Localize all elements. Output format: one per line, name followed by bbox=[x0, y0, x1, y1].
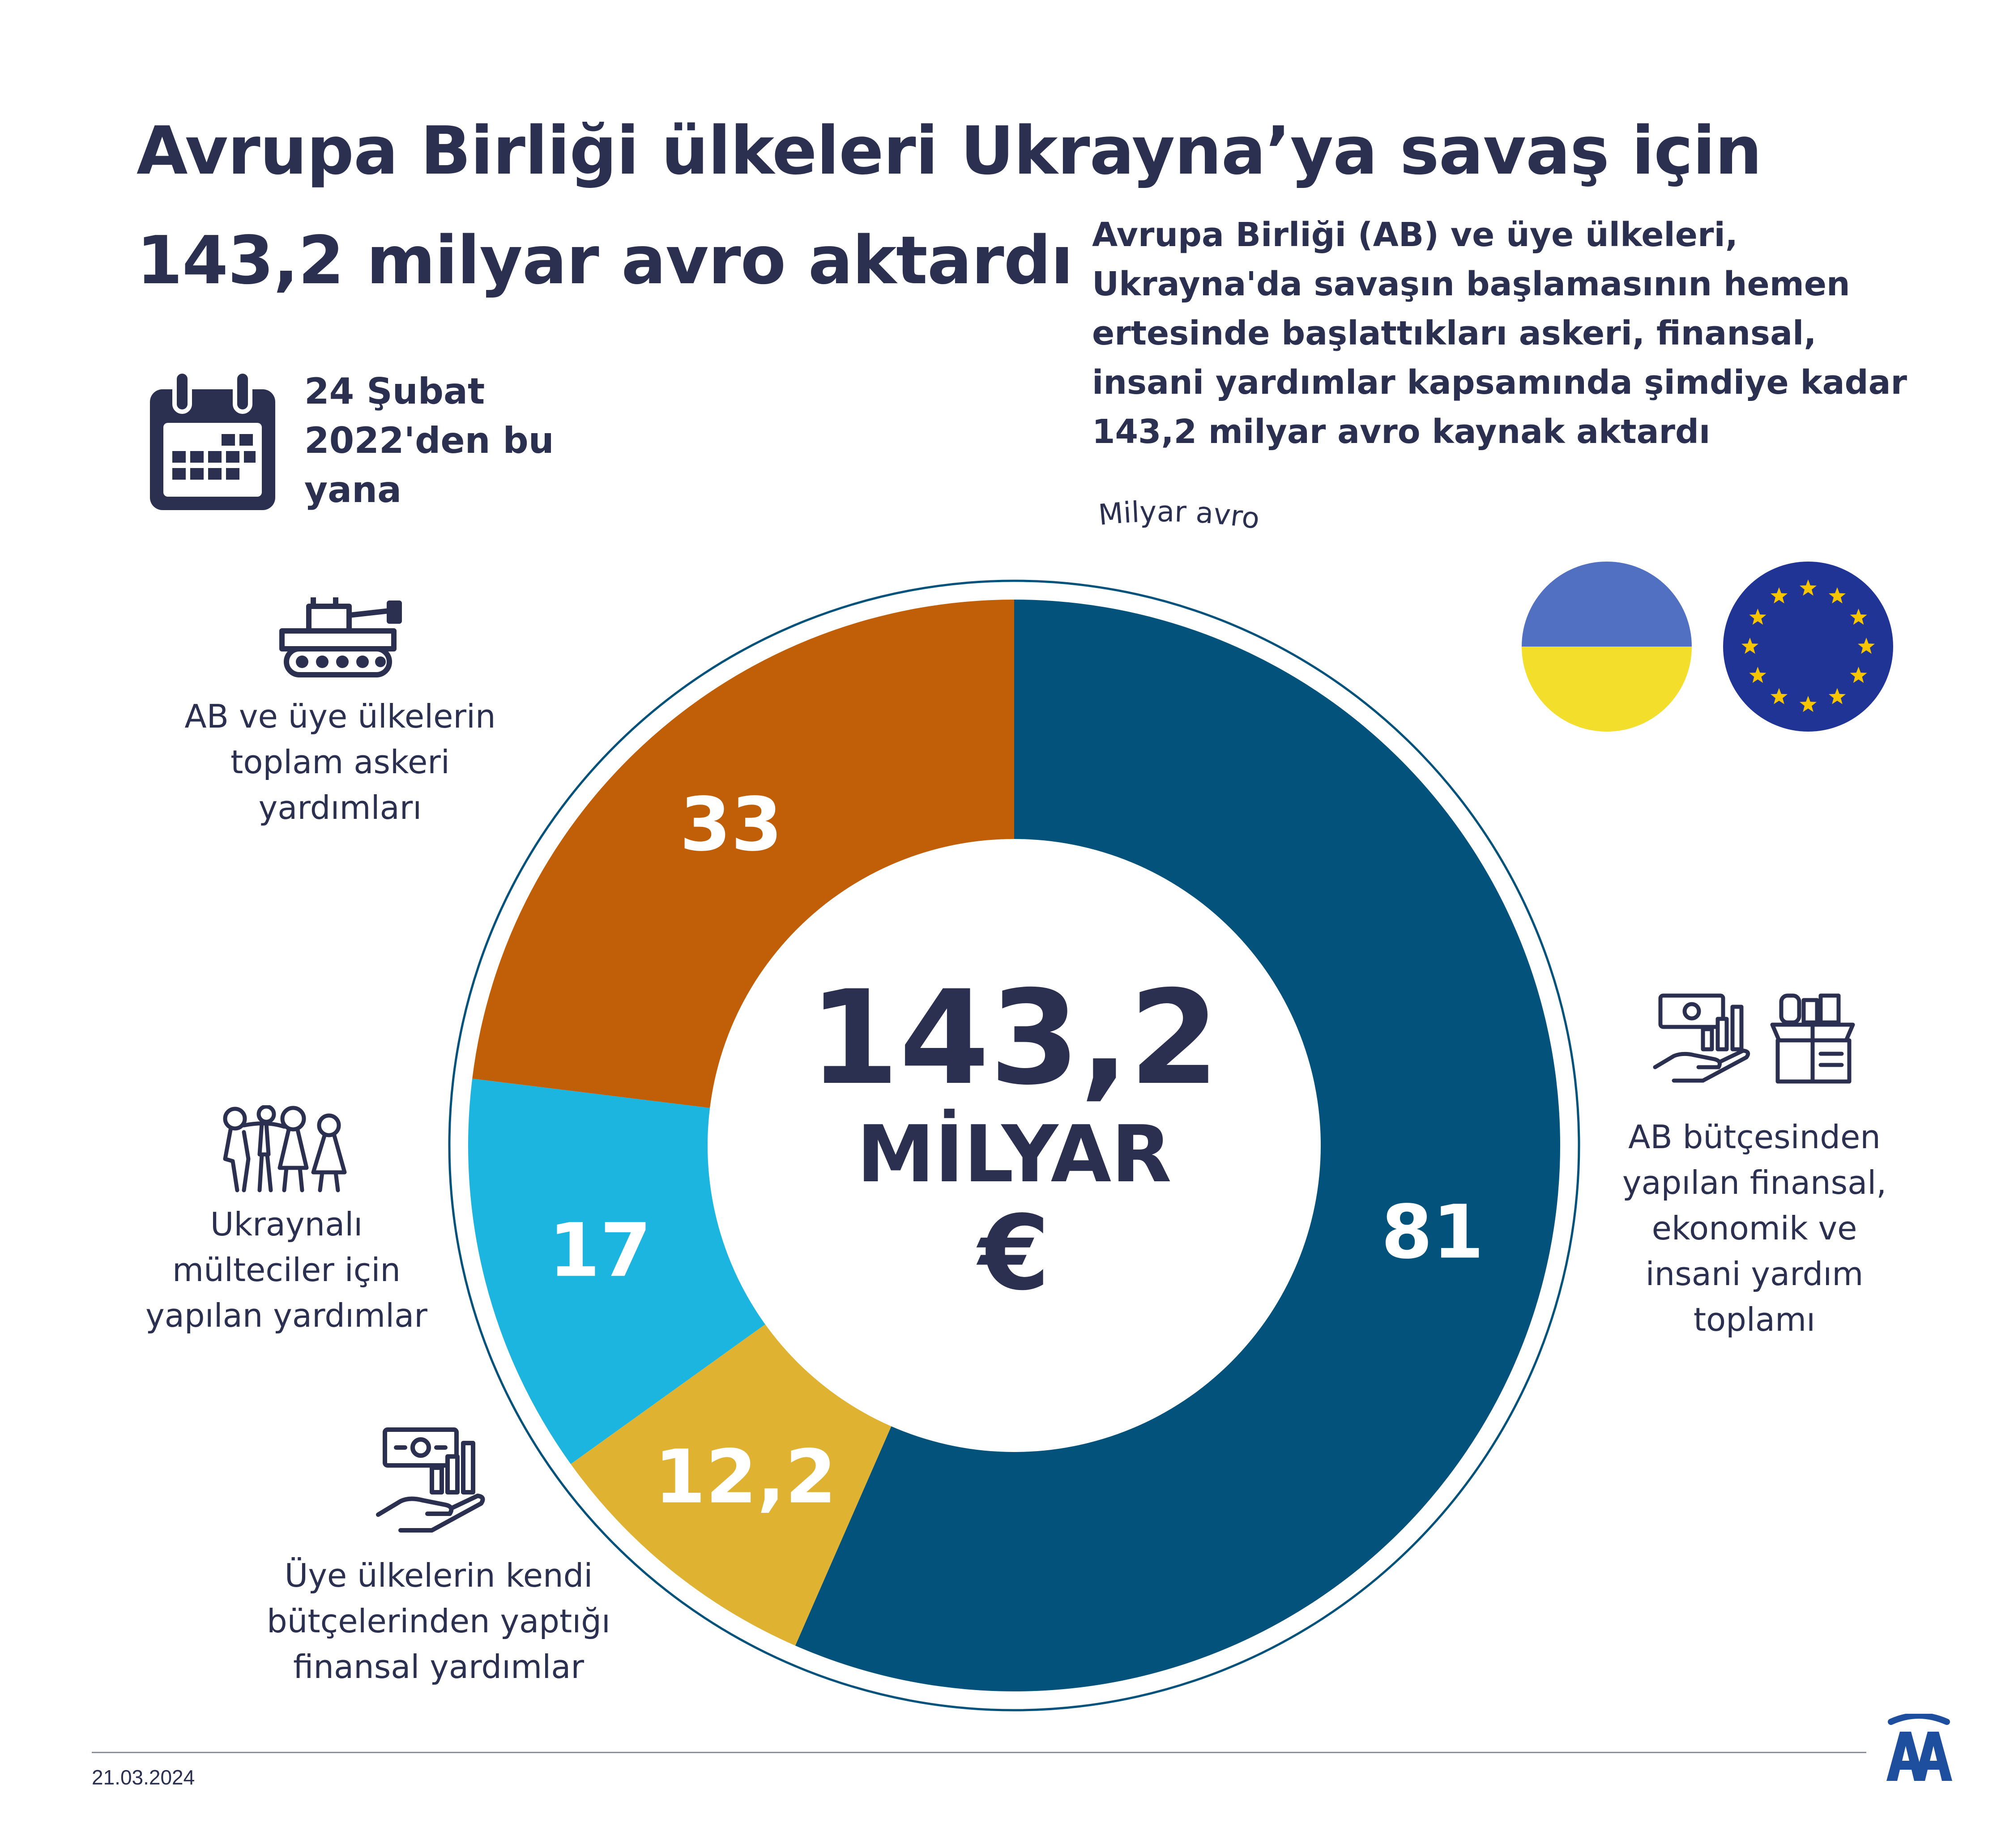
description-line-2: Ukrayna'da savaşın başlamasının hemen bbox=[1092, 265, 1850, 303]
refugees-icon bbox=[223, 1105, 347, 1192]
label-refugees: Ukraynalı mülteciler için yapılan yardım… bbox=[112, 1201, 461, 1338]
outer-ring bbox=[448, 579, 1580, 1712]
eu-star-icon bbox=[1858, 638, 1875, 654]
label-member-finance-line-2: bütçelerinden yaptığı bbox=[267, 1602, 610, 1640]
description-line-1: Avrupa Birliği (AB) ve üye ülkeleri, bbox=[1092, 216, 1738, 254]
tank-icon bbox=[279, 597, 402, 677]
label-eu-budget: AB bütçesinden yapılan finansal, ekonomi… bbox=[1580, 1114, 1929, 1342]
title-line-2: 143,2 milyar avro aktardı bbox=[137, 222, 1073, 299]
label-member-finance: Üye ülkelerin kendi bütçelerinden yaptığ… bbox=[233, 1553, 644, 1690]
footer-divider bbox=[92, 1752, 1866, 1753]
eu-star-icon bbox=[1850, 667, 1867, 683]
label-refugees-line-3: yapılan yardımlar bbox=[145, 1297, 427, 1334]
label-refugees-line-1: Ukraynalı bbox=[210, 1205, 363, 1243]
center-unit: MİLYAR bbox=[857, 1108, 1172, 1200]
eu-star-icon bbox=[1771, 688, 1788, 704]
page-title: Avrupa Birliği ülkeleri Ukrayna’ya savaş… bbox=[137, 96, 1792, 315]
value-labels: 81 12,2 17 33 bbox=[549, 782, 1484, 1520]
aa-logo-icon bbox=[1886, 1714, 1952, 1781]
date-label: 24 Şubat 2022'den bu yana bbox=[304, 367, 573, 515]
ring-label-text: Milyar avro bbox=[1097, 495, 1262, 536]
eu-star-icon bbox=[1749, 609, 1767, 625]
center-currency: € bbox=[976, 1194, 1050, 1313]
eu-star-icon bbox=[1800, 696, 1817, 712]
label-eu-budget-line-3: ekonomik ve bbox=[1651, 1209, 1857, 1247]
eu-star-icon bbox=[1850, 609, 1867, 625]
label-eu-budget-line-5: toplamı bbox=[1693, 1301, 1816, 1338]
label-military-line-3: yardımları bbox=[258, 789, 422, 826]
value-label-0: 81 bbox=[1381, 1189, 1484, 1275]
eu-flag-icon bbox=[1723, 562, 1893, 732]
date-line-1: 24 Şubat bbox=[304, 370, 485, 412]
label-member-finance-line-3: finansal yardımlar bbox=[293, 1648, 584, 1686]
label-military-line-1: AB ve üye ülkelerin bbox=[184, 698, 496, 735]
date-line-2: 2022'den bu bbox=[304, 420, 554, 461]
calendar-icon bbox=[150, 371, 275, 510]
description: Avrupa Birliği (AB) ve üye ülkeleri, Ukr… bbox=[1092, 210, 1942, 456]
description-line-4: insani yardımlar kapsamında şimdiye kada… bbox=[1092, 363, 1907, 402]
eu-star-icon bbox=[1829, 688, 1846, 704]
label-eu-budget-line-2: yapılan finansal, bbox=[1622, 1164, 1887, 1201]
description-line-5: 143,2 milyar avro kaynak aktardı bbox=[1092, 413, 1711, 451]
eu-star-icon bbox=[1741, 638, 1758, 654]
label-eu-budget-line-1: AB bütçesinden bbox=[1628, 1118, 1881, 1156]
donut-hole bbox=[708, 839, 1321, 1452]
value-label-1: 12,2 bbox=[654, 1434, 836, 1520]
label-military-line-2: toplam askeri bbox=[230, 743, 450, 781]
footer-date: 21.03.2024 bbox=[92, 1766, 195, 1789]
ring-label: Milyar avro bbox=[1097, 495, 1262, 536]
money-hand-icon-eu bbox=[1653, 993, 1750, 1083]
label-military: AB ve üye ülkelerin toplam askeri yardım… bbox=[148, 694, 533, 830]
value-label-2: 17 bbox=[549, 1207, 652, 1293]
label-refugees-line-2: mülteciler için bbox=[172, 1251, 401, 1289]
label-eu-budget-line-4: insani yardım bbox=[1645, 1255, 1864, 1293]
eu-star-icon bbox=[1829, 587, 1846, 604]
center-amount: 143,2 bbox=[809, 963, 1219, 1114]
eu-star-icon bbox=[1749, 667, 1767, 683]
description-line-3: ertesinde başlattıkları askeri, finansal… bbox=[1092, 314, 1817, 353]
money-hand-icon bbox=[376, 1427, 485, 1533]
value-label-3: 33 bbox=[680, 782, 783, 868]
aid-box-icon bbox=[1770, 993, 1855, 1084]
label-member-finance-line-1: Üye ülkelerin kendi bbox=[284, 1557, 593, 1594]
eu-star-icon bbox=[1800, 579, 1817, 596]
ukraine-flag-icon bbox=[1522, 562, 1692, 732]
title-line-1: Avrupa Birliği ülkeleri Ukrayna’ya savaş… bbox=[137, 112, 1762, 189]
eu-star-icon bbox=[1771, 587, 1788, 604]
date-line-3: yana bbox=[304, 469, 402, 511]
